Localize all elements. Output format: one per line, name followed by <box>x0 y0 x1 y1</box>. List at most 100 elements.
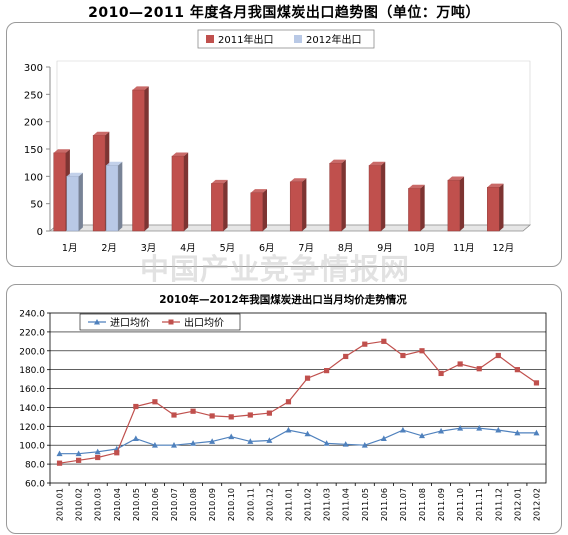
bar-y-tick-label: 100 <box>24 172 43 183</box>
import-price-line <box>59 427 537 455</box>
bar-2011 <box>132 86 149 232</box>
bar-x-tick-label: 5月 <box>220 243 236 254</box>
bar-front <box>329 162 342 232</box>
line-y-tick-label: 180.0 <box>19 366 45 376</box>
import-price-point <box>171 442 177 448</box>
bar-front <box>53 152 66 232</box>
export-price-point <box>114 450 120 456</box>
bar-x-tick-label: 6月 <box>259 243 275 254</box>
line-x-tick-label: 2010.08 <box>189 488 198 521</box>
line-x-tick-label: 2011.05 <box>361 488 370 521</box>
line-x-tick-label: 2011.11 <box>475 488 484 521</box>
bar-2012 <box>66 172 83 232</box>
bar-y-tick-label: 150 <box>24 145 43 156</box>
import-price-point <box>399 426 406 433</box>
line-x-tick-label: 2010.12 <box>265 488 274 521</box>
bar-top <box>408 184 425 189</box>
export-price-point <box>133 403 139 410</box>
import-price-point <box>132 435 139 442</box>
line-x-tick-label: 2010.04 <box>113 488 122 521</box>
export-price-point <box>95 454 101 461</box>
import-price-point <box>419 432 425 439</box>
bar-side <box>459 176 465 231</box>
bar-top <box>53 149 70 153</box>
export-price-point <box>247 412 253 418</box>
line-y-tick-label: 140.0 <box>19 404 45 414</box>
bar-x-tick-label: 7月 <box>298 243 314 254</box>
line-x-tick-label: 2011.12 <box>494 488 503 521</box>
bar-x-tick-label: 3月 <box>141 243 157 254</box>
import-price-point <box>323 440 330 446</box>
bar-front <box>171 155 185 232</box>
export-price-point <box>190 408 196 414</box>
export-price-point <box>381 338 387 344</box>
bar-y-tick-label: 50 <box>30 200 43 211</box>
line-legend-marker <box>168 319 174 325</box>
line-plot-area <box>49 312 547 484</box>
line-y-tick-label: 80.0 <box>25 461 45 471</box>
bar-x-tick-label: 2月 <box>101 243 117 254</box>
bar-legend-box <box>197 29 375 49</box>
import-price-point <box>438 427 445 434</box>
page-title: 2010—2011 年度各月我国煤炭出口趋势图（单位：万吨） <box>88 5 480 21</box>
bar-top <box>329 159 346 164</box>
line-x-tick-label: 2011.07 <box>399 488 408 521</box>
bar-2011 <box>250 189 267 232</box>
line-x-tick-label: 2010.01 <box>56 488 65 521</box>
line-x-tick-label: 2011.04 <box>342 488 351 521</box>
import-price-point <box>495 426 502 433</box>
bar-legend-swatch <box>294 35 302 43</box>
bar-2011 <box>211 179 228 232</box>
bar-2011 <box>368 161 386 232</box>
line-legend-marker <box>94 319 100 325</box>
export-price-point <box>533 380 540 386</box>
bar-top <box>132 86 149 90</box>
line-x-tick-label: 2010.02 <box>75 488 84 521</box>
export-price-point <box>76 457 82 463</box>
line-x-tick-label: 2011.02 <box>304 488 313 521</box>
bar-front <box>105 165 119 232</box>
line-y-tick-label: 100.0 <box>19 442 45 452</box>
bar-x-tick-label: 10月 <box>414 243 436 254</box>
export-price-point <box>495 352 501 359</box>
bar-side <box>381 161 386 231</box>
import-price-point <box>266 437 273 443</box>
export-price-point <box>56 460 63 466</box>
bar-top <box>211 179 228 184</box>
line-y-tick-label: 220.0 <box>19 328 45 338</box>
bar-top <box>447 176 465 181</box>
line-x-tick-label: 2010.11 <box>246 488 255 521</box>
export-price-line <box>59 340 537 464</box>
bar-top <box>487 183 504 188</box>
export-price-point <box>419 348 425 354</box>
export-price-point <box>304 375 311 381</box>
import-price-point <box>94 448 101 455</box>
bar-top <box>93 131 110 136</box>
export-price-point <box>324 368 330 374</box>
import-price-point <box>209 438 216 444</box>
line-x-tick-label: 2011.10 <box>456 488 465 521</box>
bar-x-tick-label: 9月 <box>377 243 393 254</box>
bar-side <box>420 184 425 231</box>
bar-side <box>302 178 307 231</box>
export-price-point <box>152 399 158 405</box>
line-y-tick-label: 240.0 <box>19 310 45 320</box>
bar-front <box>289 181 303 232</box>
bar-side <box>144 86 149 231</box>
bar-2012 <box>105 161 123 232</box>
bar-y-tick-label: 250 <box>24 90 43 101</box>
bar-top <box>106 161 123 166</box>
bar-legend-label: 2011年出口 <box>218 33 273 46</box>
line-y-tick-label: 160.0 <box>19 385 45 395</box>
bar-front <box>132 89 145 232</box>
import-price-point <box>342 441 349 447</box>
import-price-point <box>56 450 63 457</box>
bar-side <box>118 161 123 231</box>
bar-y-tick-label: 0 <box>37 227 43 238</box>
export-price-point <box>228 414 234 420</box>
bar-x-tick-label: 11月 <box>453 243 475 254</box>
line-legend-box <box>79 313 241 331</box>
import-price-point <box>151 442 158 448</box>
line-x-tick-label: 2010.09 <box>208 488 217 521</box>
bar-2011 <box>447 176 465 232</box>
